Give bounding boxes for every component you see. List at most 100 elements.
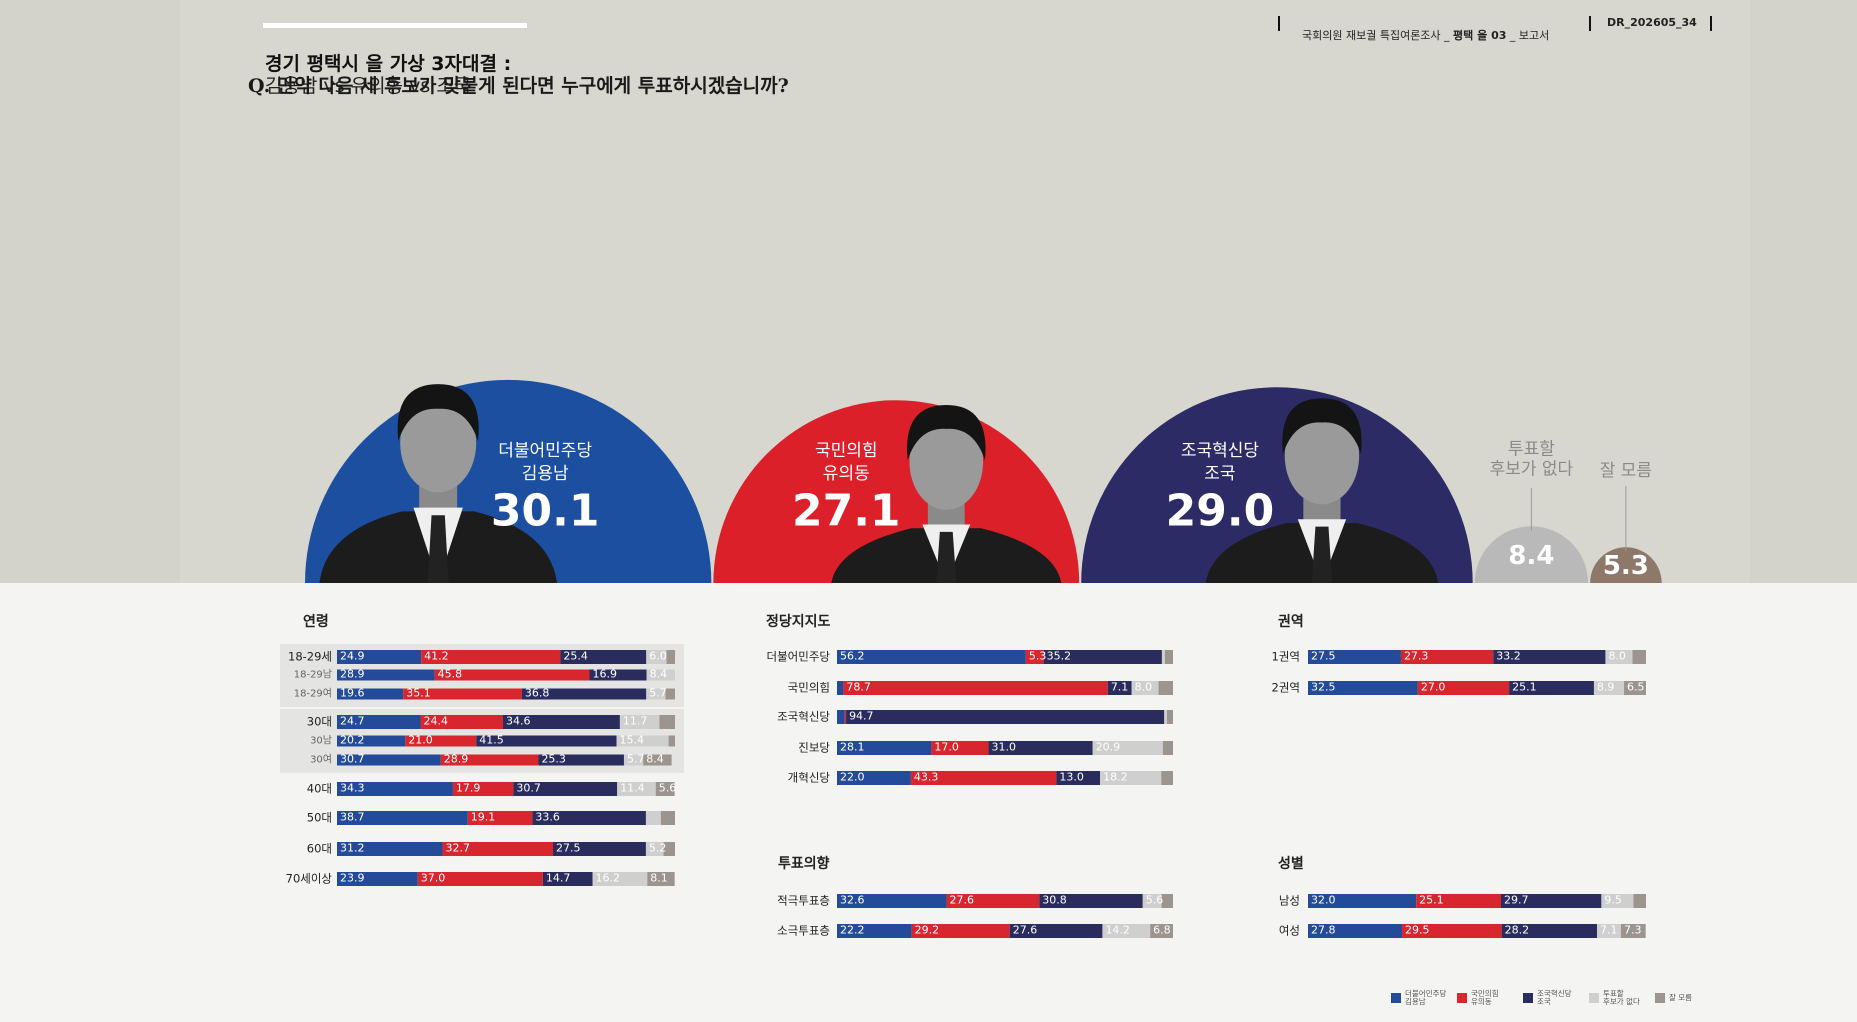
title: 경기 평택시 을 가상 3자대결 : xyxy=(265,53,512,76)
bar-segment xyxy=(337,842,443,856)
bar-value-label: 8.9 xyxy=(1596,680,1615,694)
bar-segment xyxy=(837,894,947,908)
report-code: DR_202605_34 xyxy=(1607,16,1697,29)
bar-segment xyxy=(1025,650,1044,664)
bar-value-label: 29.2 xyxy=(914,923,940,937)
portrait-hair xyxy=(907,404,986,461)
bar-value-label: 30.8 xyxy=(1042,893,1067,907)
bar-segment xyxy=(337,715,421,729)
bar-segment xyxy=(440,754,539,766)
bar-segment xyxy=(665,688,675,700)
group-title: 권역 xyxy=(1278,613,1304,630)
bar-segment xyxy=(647,872,675,886)
bar-value-label: 5.2 xyxy=(648,841,667,855)
bar-value-label: 25.1 xyxy=(1512,680,1537,694)
bar-segment xyxy=(1605,650,1633,664)
portrait-hair xyxy=(397,384,479,442)
bar-value-label: 28.9 xyxy=(443,752,469,766)
row-label: 더불어민주당 xyxy=(766,649,830,664)
bar-segment xyxy=(552,842,646,856)
bar-segment xyxy=(1308,894,1417,908)
bar-value-label: 25.3 xyxy=(541,752,566,766)
bar-segment xyxy=(1401,924,1502,938)
subtitle: 김용남 vs 유의동 vs 조국 xyxy=(265,75,472,98)
bar-segment xyxy=(837,681,844,695)
bar-value-label: 25.4 xyxy=(563,649,588,663)
question: Q. 만약 다음 세 후보가 맞붙게 된다면 누구에게 투표하시겠습니까? xyxy=(248,75,789,97)
bar-segment xyxy=(659,715,675,729)
row-label: 18-29여 xyxy=(293,688,332,700)
bar-value-label: 27.5 xyxy=(555,841,581,855)
bar-value-label: 16.2 xyxy=(595,871,621,885)
legend-swatch xyxy=(1655,993,1665,1003)
bar-value-label: 34.6 xyxy=(505,714,531,728)
portrait-face xyxy=(1284,407,1360,505)
bar-value-label: 41.5 xyxy=(479,733,504,747)
bar-value-label: 32.7 xyxy=(445,841,470,855)
bar-value-label: 27.0 xyxy=(1420,680,1446,694)
row-label: 국민의힘 xyxy=(787,680,830,695)
bar-value-label: 33.6 xyxy=(535,810,560,824)
bar-segment xyxy=(643,754,672,766)
bar-value-label: 14.7 xyxy=(545,871,571,885)
row-label: 소극투표층 xyxy=(777,923,830,938)
bar-segment xyxy=(1417,681,1510,695)
legend-label: 투표할 후보가 없다 xyxy=(1603,989,1640,1006)
bar-segment xyxy=(337,811,468,825)
vote-share-semicircle xyxy=(1474,526,1589,583)
bar-value-label: 32.6 xyxy=(840,893,865,907)
bar-segment xyxy=(1308,681,1418,695)
bar-segment xyxy=(668,735,675,747)
bar-value-label: 30.7 xyxy=(340,752,365,766)
bar-value-label: 31.0 xyxy=(991,740,1017,754)
bar-value-label: 24.7 xyxy=(340,714,365,728)
bar-segment xyxy=(645,811,661,825)
party-name: 국민의힘 xyxy=(814,441,878,462)
bar-value-label: 30.7 xyxy=(516,781,541,795)
portrait-tie xyxy=(427,515,449,583)
bar-segment xyxy=(1166,710,1173,724)
bar-segment xyxy=(660,811,675,825)
bar-segment xyxy=(420,715,503,729)
bar-segment xyxy=(1620,924,1646,938)
group-title: 연령 xyxy=(303,613,329,630)
bar-segment xyxy=(1161,650,1165,664)
bar-segment xyxy=(1092,741,1163,755)
vote-share-label: 8.4 xyxy=(1508,541,1555,572)
bar-segment xyxy=(337,872,418,886)
group-title: 정당지지도 xyxy=(766,613,831,630)
bar-segment xyxy=(1161,771,1173,785)
survey-text: 국회의원 재보궐 특집여론조사 _ xyxy=(1302,28,1454,42)
bar-segment xyxy=(646,669,675,681)
bar-segment xyxy=(1500,894,1602,908)
bar-segment xyxy=(337,688,404,700)
bar-value-label: 28.1 xyxy=(840,740,865,754)
bar-segment xyxy=(337,650,422,664)
portrait-hair xyxy=(1282,398,1362,455)
bar-value-label: 8.0 xyxy=(1134,680,1153,694)
bar-value-label: 27.6 xyxy=(949,893,975,907)
bar-segment xyxy=(337,754,441,766)
bar-segment xyxy=(403,688,522,700)
row-label: 70세이상 xyxy=(285,871,332,886)
bar-value-label: 9.5 xyxy=(1604,893,1622,907)
bar-segment xyxy=(1596,924,1621,938)
bar-segment xyxy=(837,741,932,755)
bar-value-label: 22.0 xyxy=(840,770,865,784)
bar-value-label: 27.5 xyxy=(1311,649,1336,663)
bar-value-label: 34.3 xyxy=(340,781,365,795)
bar-value-label: 5.7 xyxy=(626,752,645,766)
bar-segment xyxy=(837,924,912,938)
portrait-tie xyxy=(1311,526,1333,583)
bar-segment xyxy=(837,650,1026,664)
bar-value-label: 35.1 xyxy=(406,686,431,700)
bar-segment xyxy=(532,811,646,825)
bar-segment xyxy=(988,741,1093,755)
bar-value-label: 8.4 xyxy=(649,667,668,681)
bar-value-label: 32.0 xyxy=(1311,893,1336,907)
bar-segment xyxy=(452,782,514,796)
bar-value-label: 20.2 xyxy=(340,733,365,747)
bar-value-label: 6.0 xyxy=(649,649,667,663)
bar-segment xyxy=(1400,650,1494,664)
